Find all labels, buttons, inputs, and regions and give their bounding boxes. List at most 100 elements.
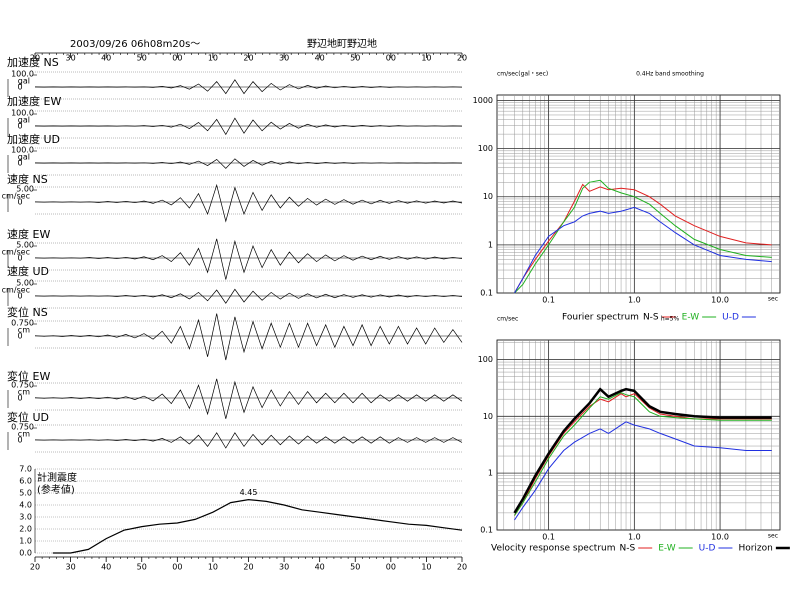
legend-label: U-D [699, 544, 716, 554]
y-tick-label: 7.0 [19, 465, 32, 474]
legend-title: Velocity response spectrum [491, 544, 616, 554]
scale-label: 100.0 [11, 146, 34, 155]
unit-label: gal [18, 116, 30, 125]
y-tick-label: 4.0 [19, 501, 32, 510]
trace-label: 加速度 EW [7, 94, 61, 108]
y-tick-label: 2.0 [19, 525, 32, 534]
y-tick-label: 1 [488, 469, 493, 478]
zero-label: 0 [17, 198, 22, 207]
location: 野辺地町野辺地 [307, 37, 377, 50]
waveform [34, 432, 463, 449]
time-tick-label: 10 [421, 54, 431, 63]
x-axis-label: sec [768, 296, 778, 303]
zero-label: 0 [17, 83, 22, 92]
series-line [514, 183, 772, 294]
scale-label: 100.0 [11, 70, 34, 79]
x-tick-label: 1.0 [628, 296, 641, 305]
x-axis-label: sec [768, 533, 778, 540]
waveform [34, 183, 463, 223]
time-tick-label: 40 [315, 54, 325, 63]
time-tick-label: 20 [243, 54, 253, 63]
trace-label: 変位 UD [7, 410, 49, 424]
time-tick-label: 10 [208, 54, 218, 63]
time-tick-label: 30 [279, 563, 289, 572]
unit-label: gal [18, 77, 30, 86]
legend-title: Fourier spectrum [562, 313, 639, 323]
unit-label: cm/sec [2, 286, 30, 295]
date: 2003/09/26 06h08m20s～ [70, 39, 200, 50]
note: h=5% [661, 316, 680, 323]
time-tick-label: 20 [30, 54, 40, 63]
series-line [513, 387, 772, 514]
time-tick-label: 00 [172, 54, 182, 63]
data-label: 4.45 [240, 488, 258, 497]
zero-label: 0 [17, 122, 22, 131]
legend-label: N-S [620, 544, 636, 554]
trace-label: 変位 NS [7, 305, 48, 319]
y-tick-label: 0.1 [480, 289, 493, 298]
ylabel: 計測震度 [37, 471, 77, 484]
trace-label: 変位 EW [7, 369, 50, 383]
unit-label: gal [18, 153, 30, 162]
legend-label: U-D [722, 313, 739, 323]
waveform [34, 158, 463, 169]
unit-label: cm [18, 430, 30, 439]
time-tick-label: 30 [65, 54, 75, 63]
time-tick-label: 20 [457, 563, 467, 572]
scale-label: 0.750 [11, 319, 34, 328]
zero-label: 0 [17, 292, 22, 301]
legend-label: Horizon [738, 544, 772, 554]
unit-label: cm/sec [2, 248, 30, 257]
y-tick-label: 6.0 [19, 477, 32, 486]
time-tick-label: 00 [172, 563, 182, 572]
legend-label: E-W [658, 544, 676, 554]
y-tick-label: 10 [483, 412, 493, 421]
series-line [514, 421, 772, 521]
y-tick-label: 10 [483, 192, 493, 201]
time-tick-label: 00 [386, 563, 396, 572]
y-tick-label: 1.0 [19, 537, 32, 546]
time-tick-label: 10 [421, 563, 431, 572]
waveform [34, 378, 463, 419]
waveform [34, 117, 463, 136]
time-tick-label: 50 [137, 54, 147, 63]
zero-label: 0 [17, 254, 22, 263]
trace-label: 加速度 NS [7, 55, 59, 69]
scale-label: 100.0 [11, 109, 34, 118]
y-tick-label: 1000 [473, 96, 493, 105]
y-tick-label: 0.1 [480, 526, 493, 535]
time-tick-label: 40 [315, 563, 325, 572]
trace-label: 加速度 UD [7, 132, 60, 146]
time-tick-label: 40 [101, 54, 111, 63]
y-tick-label: 100 [478, 355, 493, 364]
time-tick-label: 40 [101, 563, 111, 572]
y-tick-label: 100 [478, 144, 493, 153]
ylabel: (参考値) [37, 483, 75, 496]
y-axis-label: cm/sec(gal・sec) [497, 71, 548, 78]
scale-label: 5.00 [16, 279, 34, 288]
intensity-line [52, 498, 463, 554]
time-tick-label: 10 [208, 563, 218, 572]
zero-label: 0 [17, 436, 22, 445]
legend-label: E-W [682, 313, 700, 323]
trace-label: 速度 UD [7, 264, 49, 278]
trace-label: 速度 EW [7, 227, 50, 241]
scale-label: 5.00 [16, 185, 34, 194]
zero-label: 0 [17, 159, 22, 168]
y-tick-label: 3.0 [19, 513, 32, 522]
note: 0.4Hz band smoothing [636, 71, 704, 78]
time-tick-label: 20 [457, 54, 467, 63]
y-tick-label: 1 [488, 240, 493, 249]
x-tick-label: 1.0 [628, 533, 641, 542]
time-tick-label: 00 [386, 54, 396, 63]
x-tick-label: 0.1 [542, 533, 555, 542]
time-tick-label: 50 [137, 563, 147, 572]
y-tick-label: 5.0 [19, 489, 32, 498]
x-tick-label: 10.0 [711, 296, 729, 305]
time-tick-label: 20 [30, 563, 40, 572]
legend-label: N-S [643, 313, 659, 323]
x-tick-label: 10.0 [711, 533, 729, 542]
